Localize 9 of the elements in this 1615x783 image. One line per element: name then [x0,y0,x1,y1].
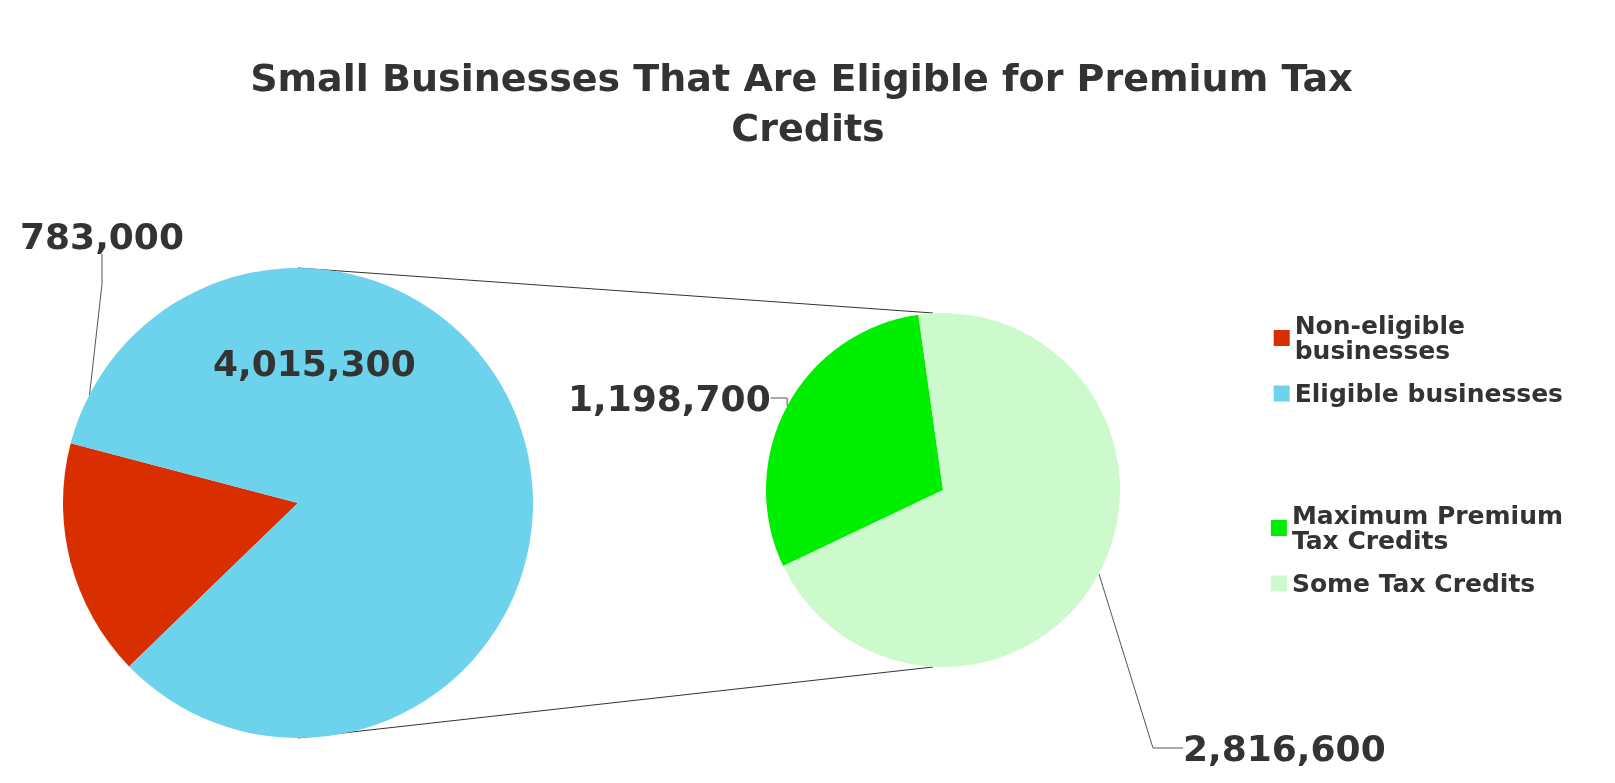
legend-label: Non-eligible businesses [1294,311,1465,365]
legend-label: Some Tax Credits [1291,569,1536,598]
legend-label: Maximum Premium Tax Credits [1291,501,1564,555]
data-label: 2,816,600 [1183,727,1386,769]
data-label: 1,198,700 [568,377,771,419]
data-label: 783,000 [20,215,184,257]
chart-title: Small Businesses That Are Eligible for Premium Tax Credits [250,56,1366,150]
data-label: 4,015,300 [213,342,416,384]
legend-label: Eligible businesses [1294,379,1564,408]
